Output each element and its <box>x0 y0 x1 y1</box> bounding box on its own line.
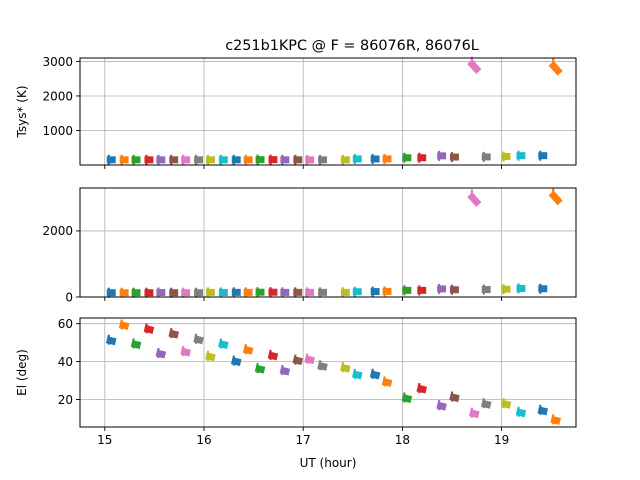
series-scan-9 <box>205 350 512 409</box>
axes-frame <box>79 187 577 298</box>
series-scan-11 <box>231 153 380 165</box>
series-scan-4 <box>143 323 428 394</box>
series-scan-7 <box>180 346 480 419</box>
series-scan-3 <box>131 285 412 298</box>
chart-title: c251b1KPC @ F = 86076R, 86076L <box>225 38 479 54</box>
y-tick-label: 0 <box>65 290 73 304</box>
series-scan-6 <box>169 284 459 298</box>
series-scan-1 <box>105 334 549 416</box>
panel-3: 15 16 17 18 19 20 40 60 El (deg) UT (hour) <box>15 317 577 470</box>
x-tick-label: 18 <box>395 433 410 447</box>
y-tick-label: 1000 <box>42 124 73 138</box>
panel-2: 0 2000 <box>42 187 577 304</box>
series-scan-3 <box>130 338 413 404</box>
x-tick-label: 19 <box>494 433 509 447</box>
series-scan-8 <box>193 333 492 409</box>
y-axis-label: Tsys* (K) <box>15 86 29 139</box>
y-tick-label: 40 <box>58 355 73 369</box>
x-tick-label: 16 <box>196 433 211 447</box>
series-scan-3 <box>131 152 412 165</box>
series-scan-9 <box>205 151 511 165</box>
y-tick-label: 20 <box>58 393 73 407</box>
series-scan-7 <box>181 189 482 298</box>
x-tick-label: 17 <box>296 433 311 447</box>
series-scan-11 <box>230 355 381 380</box>
series-scan-4 <box>144 285 427 298</box>
series-scan-8 <box>194 284 491 298</box>
series-scan-6 <box>168 328 460 403</box>
axes-frame <box>79 57 577 166</box>
x-axis-label: UT (hour) <box>300 456 357 470</box>
series-scan-5 <box>156 283 447 298</box>
axes-frame <box>79 317 577 428</box>
series-scan-11 <box>231 286 380 298</box>
series-scan-2 <box>119 58 563 165</box>
panel-1: 1000 2000 3000 Tsys* (K) <box>15 55 577 169</box>
y-axis-label: El (deg) <box>15 349 29 396</box>
series-scan-10 <box>218 283 526 298</box>
series-scan-2 <box>119 187 563 298</box>
series-scan-8 <box>194 151 491 165</box>
series-scan-10 <box>218 150 526 165</box>
series-scan-5 <box>156 150 447 165</box>
y-tick-label: 3000 <box>42 55 73 69</box>
series-scan-1 <box>106 283 548 298</box>
series-scan-1 <box>106 150 548 165</box>
series-scan-4 <box>144 152 427 165</box>
y-tick-label: 2000 <box>42 224 73 238</box>
series-scan-2 <box>118 319 561 425</box>
x-tick-label: 15 <box>97 433 112 447</box>
series-scan-6 <box>169 152 459 165</box>
y-tick-label: 2000 <box>42 89 73 103</box>
series-scan-9 <box>205 284 511 298</box>
y-tick-label: 60 <box>58 317 73 331</box>
series-scan-10 <box>218 338 527 418</box>
series-scan-5 <box>155 347 447 411</box>
